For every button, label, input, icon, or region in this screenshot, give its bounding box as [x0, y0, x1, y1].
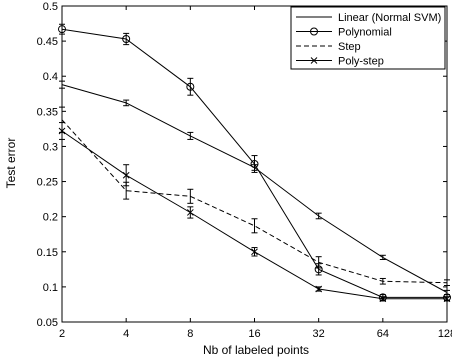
legend-label: Linear (Normal SVM) — [338, 12, 441, 24]
circle-marker — [186, 82, 195, 91]
x-tick-label: 32 — [313, 328, 325, 340]
x-marker — [310, 57, 318, 64]
x-marker — [443, 295, 451, 303]
series-line — [61, 119, 448, 284]
legend-label: Step — [338, 41, 361, 53]
x-tick-label: 128 — [438, 328, 452, 340]
y-tick-label: 0.35 — [37, 106, 58, 118]
series-poly-step — [58, 122, 451, 303]
y-tick-label: 0.3 — [43, 141, 58, 153]
circle-marker — [310, 27, 318, 36]
y-tick-label: 0.15 — [37, 247, 58, 259]
x-tick-label: 4 — [123, 328, 129, 340]
series-linear-normal-svm — [59, 80, 450, 296]
legend-label: Poly-step — [338, 56, 384, 68]
x-marker — [251, 248, 258, 256]
y-tick-label: 0.25 — [37, 177, 58, 189]
x-tick-label: 8 — [187, 328, 193, 340]
x-marker — [315, 285, 323, 293]
x-marker — [186, 209, 194, 216]
circle-marker — [58, 25, 66, 34]
y-tick-label: 0.05 — [37, 317, 58, 329]
x-tick-label: 16 — [248, 328, 260, 340]
y-tick-label: 0.45 — [37, 36, 58, 48]
y-tick-label: 0.1 — [43, 282, 58, 294]
y-tick-label: 0.2 — [43, 212, 58, 224]
series-step — [59, 106, 450, 286]
legend: Linear (Normal SVM) Polynomial Step Poly-st… — [290, 6, 446, 70]
y-tick-label: 0.4 — [43, 71, 58, 83]
x-marker — [379, 295, 387, 303]
x-marker — [122, 171, 130, 179]
x-marker — [58, 127, 66, 135]
x-tick-label: 64 — [377, 328, 389, 340]
x-axis-label: Nb of labeled points — [203, 343, 309, 357]
y-axis-label: Test error — [4, 138, 18, 189]
legend-label: Polynomial — [338, 27, 392, 39]
circle-marker — [122, 35, 131, 44]
y-tick-label: 0.5 — [43, 1, 58, 13]
circle-marker — [250, 160, 259, 168]
series-line — [61, 84, 448, 293]
x-tick-label: 2 — [59, 328, 65, 340]
